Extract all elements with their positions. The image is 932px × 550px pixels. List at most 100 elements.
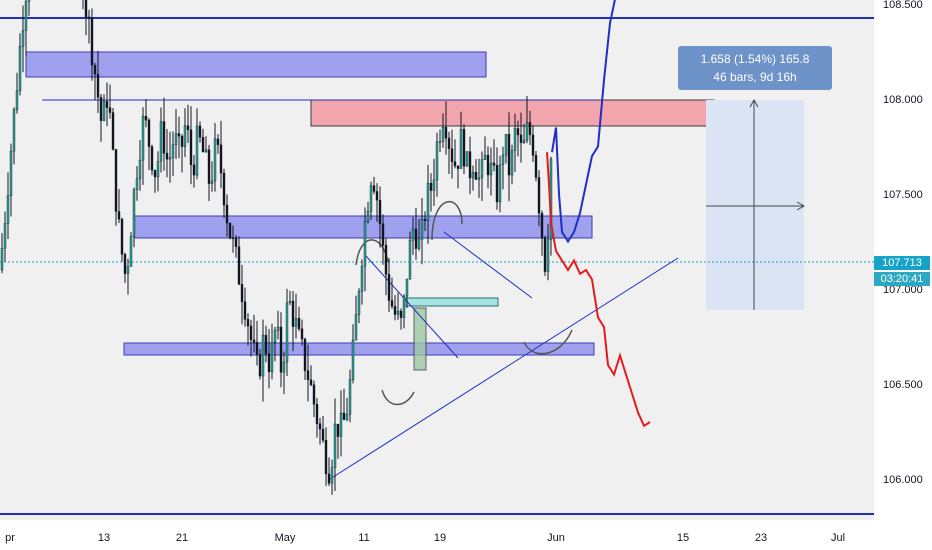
candle-body	[141, 115, 145, 161]
candle-body	[399, 310, 403, 318]
candle-body	[228, 222, 232, 238]
candle-body	[192, 164, 196, 176]
candle-body	[381, 223, 385, 246]
candle-body	[108, 107, 112, 113]
candle-body	[348, 379, 352, 415]
candle-body	[489, 162, 493, 176]
candlestick-series	[0, 0, 553, 495]
candle-body	[186, 125, 190, 130]
candle-body	[465, 151, 469, 167]
measure-up-arrow-icon	[749, 98, 759, 108]
time-tick-label: Jun	[547, 532, 565, 544]
candle-body	[423, 219, 427, 221]
candle-body	[306, 370, 310, 380]
price-tick-label: 108.500	[883, 0, 923, 11]
candle-body	[6, 195, 10, 224]
candle-body	[102, 101, 106, 121]
candle-body	[462, 128, 466, 167]
candle-body	[285, 302, 289, 363]
candle-body	[129, 236, 133, 267]
candle-body	[222, 172, 226, 206]
candle-body	[417, 239, 421, 249]
candle-body	[369, 185, 373, 212]
candle-body	[345, 414, 349, 420]
candle-body	[534, 155, 538, 178]
candle-body	[297, 318, 301, 330]
time-tick-label: 19	[434, 532, 446, 544]
candle-body	[123, 254, 127, 274]
candle-body	[357, 291, 361, 315]
candle-body	[216, 138, 220, 145]
candle-body	[243, 301, 247, 320]
candle-body	[318, 423, 322, 430]
candle-body	[387, 274, 391, 301]
descending-trendline-left[interactable]	[365, 255, 459, 359]
breakout-box[interactable]	[404, 297, 499, 307]
candle-body	[432, 179, 436, 191]
candle-body	[513, 128, 517, 151]
candle-body	[9, 150, 13, 196]
candle-body	[510, 150, 514, 176]
candle-body	[504, 134, 508, 156]
candle-body	[117, 211, 121, 220]
candle-body	[27, 0, 31, 2]
sell-zone[interactable]	[310, 99, 715, 127]
descending-trendline-right[interactable]	[443, 231, 533, 299]
candle-body	[459, 128, 463, 169]
price-tick-label: 107.500	[883, 189, 923, 201]
candle-body	[201, 137, 205, 153]
candle-body	[444, 127, 448, 139]
candle-body	[246, 319, 250, 327]
measure-tooltip-line2: 46 bars, 9d 16h	[713, 70, 797, 84]
candle-body	[300, 328, 304, 340]
bullish-projection-path[interactable]	[551, 0, 640, 244]
candle-body	[486, 154, 490, 176]
support-zone[interactable]	[123, 342, 595, 356]
candle-body	[153, 170, 157, 178]
candle-body	[126, 266, 130, 274]
candle-body	[120, 218, 124, 255]
supply-zone-top[interactable]	[25, 51, 487, 78]
candle-body	[414, 228, 418, 249]
candle-body	[138, 159, 142, 180]
candle-body	[537, 177, 541, 214]
candle-body	[330, 467, 334, 484]
candle-body	[519, 134, 523, 143]
candle-body	[264, 334, 268, 354]
candle-body	[474, 171, 478, 180]
candle-body	[366, 211, 370, 222]
candle-body	[360, 265, 364, 292]
candle-body	[270, 342, 274, 373]
candle-body	[321, 428, 325, 441]
candle-body	[522, 139, 526, 143]
candle-body	[3, 223, 7, 249]
candle-body	[333, 423, 337, 468]
projection-range-box[interactable]	[706, 100, 804, 310]
time-axis-panel[interactable]	[0, 520, 874, 550]
ascending-trendline[interactable]	[329, 257, 679, 480]
candle-body	[327, 473, 331, 484]
candle-body	[114, 149, 118, 212]
candle-body	[18, 46, 22, 91]
resistance-zone[interactable]	[133, 215, 593, 239]
candle-body	[93, 64, 97, 75]
candle-body	[312, 384, 316, 405]
candle-body	[189, 129, 193, 166]
candle-body	[372, 185, 376, 192]
bearish-projection-path[interactable]	[546, 152, 651, 428]
candle-body	[426, 183, 430, 221]
time-tick-label: 23	[755, 532, 767, 544]
candle-body	[303, 338, 307, 371]
candle-body	[261, 334, 265, 377]
order-block[interactable]	[413, 307, 427, 371]
candle-body	[24, 0, 28, 31]
candle-body	[135, 178, 139, 190]
candle-body	[483, 154, 487, 160]
candle-body	[351, 339, 355, 380]
candle-body	[375, 191, 379, 201]
candle-body	[543, 237, 547, 272]
candle-body	[249, 325, 253, 341]
candle-body	[204, 149, 208, 153]
candle-body	[435, 141, 439, 181]
candle-body	[456, 165, 460, 169]
